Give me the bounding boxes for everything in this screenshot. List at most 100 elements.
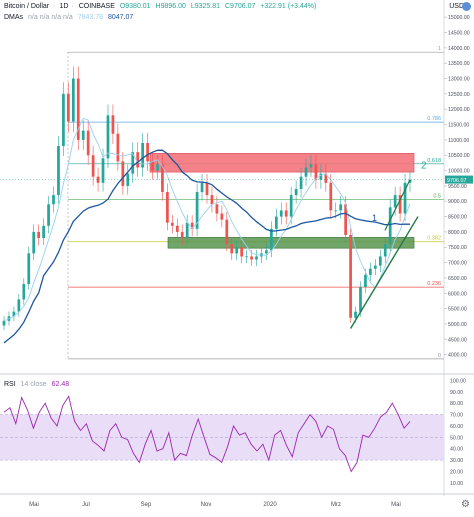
candle-body [215,204,219,214]
price-tick-label: 8000.00 [448,230,467,236]
candle-body [91,155,95,177]
candle-body [369,268,372,275]
low-value: L9325.81 [190,3,221,10]
trendline-up [349,216,419,329]
candle-body [190,222,194,229]
ma-legend: DMAs n/a n/a n/a n/a 7843.78 8047.07 [4,14,136,21]
scroll-to-top-icon[interactable] [462,2,471,11]
candle-body [210,195,214,205]
candle-body [255,256,258,260]
symbol-title[interactable]: Bitcoin / Dollar [4,3,50,10]
price-tick-label: 7000.00 [448,261,467,267]
candle-body [32,231,36,254]
candle-body [329,182,333,211]
candle-body [403,182,407,214]
support-zone [167,237,415,249]
candle-body [344,204,347,235]
candle-body [47,204,50,226]
fib-level-label: 0.382 [427,236,441,242]
price-tick-label: 11000.00 [448,138,469,144]
time-axis-label: Mai [391,502,401,508]
time-axis-label: Mai [29,502,39,508]
change-value: +322.91 (+3.44%) [260,3,317,10]
fib-level-label: 0 [438,353,441,359]
candle-body [22,284,26,300]
rsi-tick-label: 60.00 [450,424,463,430]
candle-body [106,115,110,159]
candle-body [151,161,154,171]
candle-body [101,158,105,183]
candle-body [309,164,313,168]
price-tick-label: 5500.00 [448,307,467,313]
rsi-tick-label: 100.00 [450,378,466,384]
price-tick-label: 5000.00 [448,322,467,328]
interval-label[interactable]: 1D [59,3,69,10]
candle-body [111,115,115,134]
time-axis-label: Jul [82,502,90,508]
candle-body [299,176,303,189]
candle-body [279,210,283,217]
candle-body [334,210,338,212]
candle-body [324,173,328,183]
price-tick-label: 6500.00 [448,276,467,282]
candle-body [180,231,184,239]
candle-body [126,173,130,186]
candle-body [116,133,120,162]
time-axis-label: Mrz [331,502,341,508]
candle-body [339,204,343,211]
candle-body [359,287,362,312]
candle-body [230,244,234,254]
candle-body [225,219,229,245]
open-value: O9380.01 [119,3,151,10]
currency-label[interactable]: USD [449,3,464,10]
rsi-value: 62.48 [51,381,70,388]
price-tick-label: 15000.00 [448,15,470,21]
price-tick-label: 8500.00 [448,215,467,221]
time-axis-label: Nov [201,502,212,508]
candle-body [2,320,6,326]
candle-body [42,225,45,239]
candle-body [86,130,90,156]
settings-gear-icon[interactable]: ⚙ [461,499,470,510]
exchange-label: COINBASE [78,3,115,10]
price-tick-label: 11500.00 [448,123,469,129]
rsi-tick-label: 10.00 [450,481,463,487]
candle-body [304,167,308,177]
rsi-line [3,395,411,473]
candle-body [265,250,268,254]
candle-body [37,231,41,239]
price-tick-label: 4000.00 [448,353,467,359]
fib-level-label: 0.786 [427,116,441,122]
fib-level-label: 1 [438,46,441,52]
price-tick-label: 4500.00 [448,337,467,343]
price-tick-label: 13500.00 [448,61,470,67]
candle-body [141,142,144,168]
candle-body [408,179,412,183]
rsi-legend: RSI 14 close 62.48 [4,381,72,388]
price-tick-label: 6000.00 [448,291,467,297]
annotation-1: 1 [372,213,377,223]
ma-value-slow: 8047.07 [108,14,134,21]
ma-label[interactable]: DMAs [4,14,24,21]
candle-body [136,152,140,168]
rsi-label[interactable]: RSI [4,381,16,388]
candle-body [378,256,382,266]
ma-slow-line [3,149,411,344]
candle-body [398,195,402,214]
last-price-tag [445,175,473,184]
candle-body [96,176,100,183]
price-tick-label: 10000.00 [448,169,470,175]
candle-body [274,216,278,229]
candle-body [289,195,293,217]
trendline-steep [384,179,411,231]
candle-body [161,164,164,193]
candle-body [349,234,352,318]
time-axis-label: Sep [141,502,152,508]
candle-body [354,311,357,318]
candle-body [205,182,209,196]
symbol-header: Bitcoin / Dollar · 1D · COINBASE O9380.01 … [4,3,317,10]
candle-body [17,299,21,312]
candle-body [156,164,159,171]
candle-body [383,244,387,257]
